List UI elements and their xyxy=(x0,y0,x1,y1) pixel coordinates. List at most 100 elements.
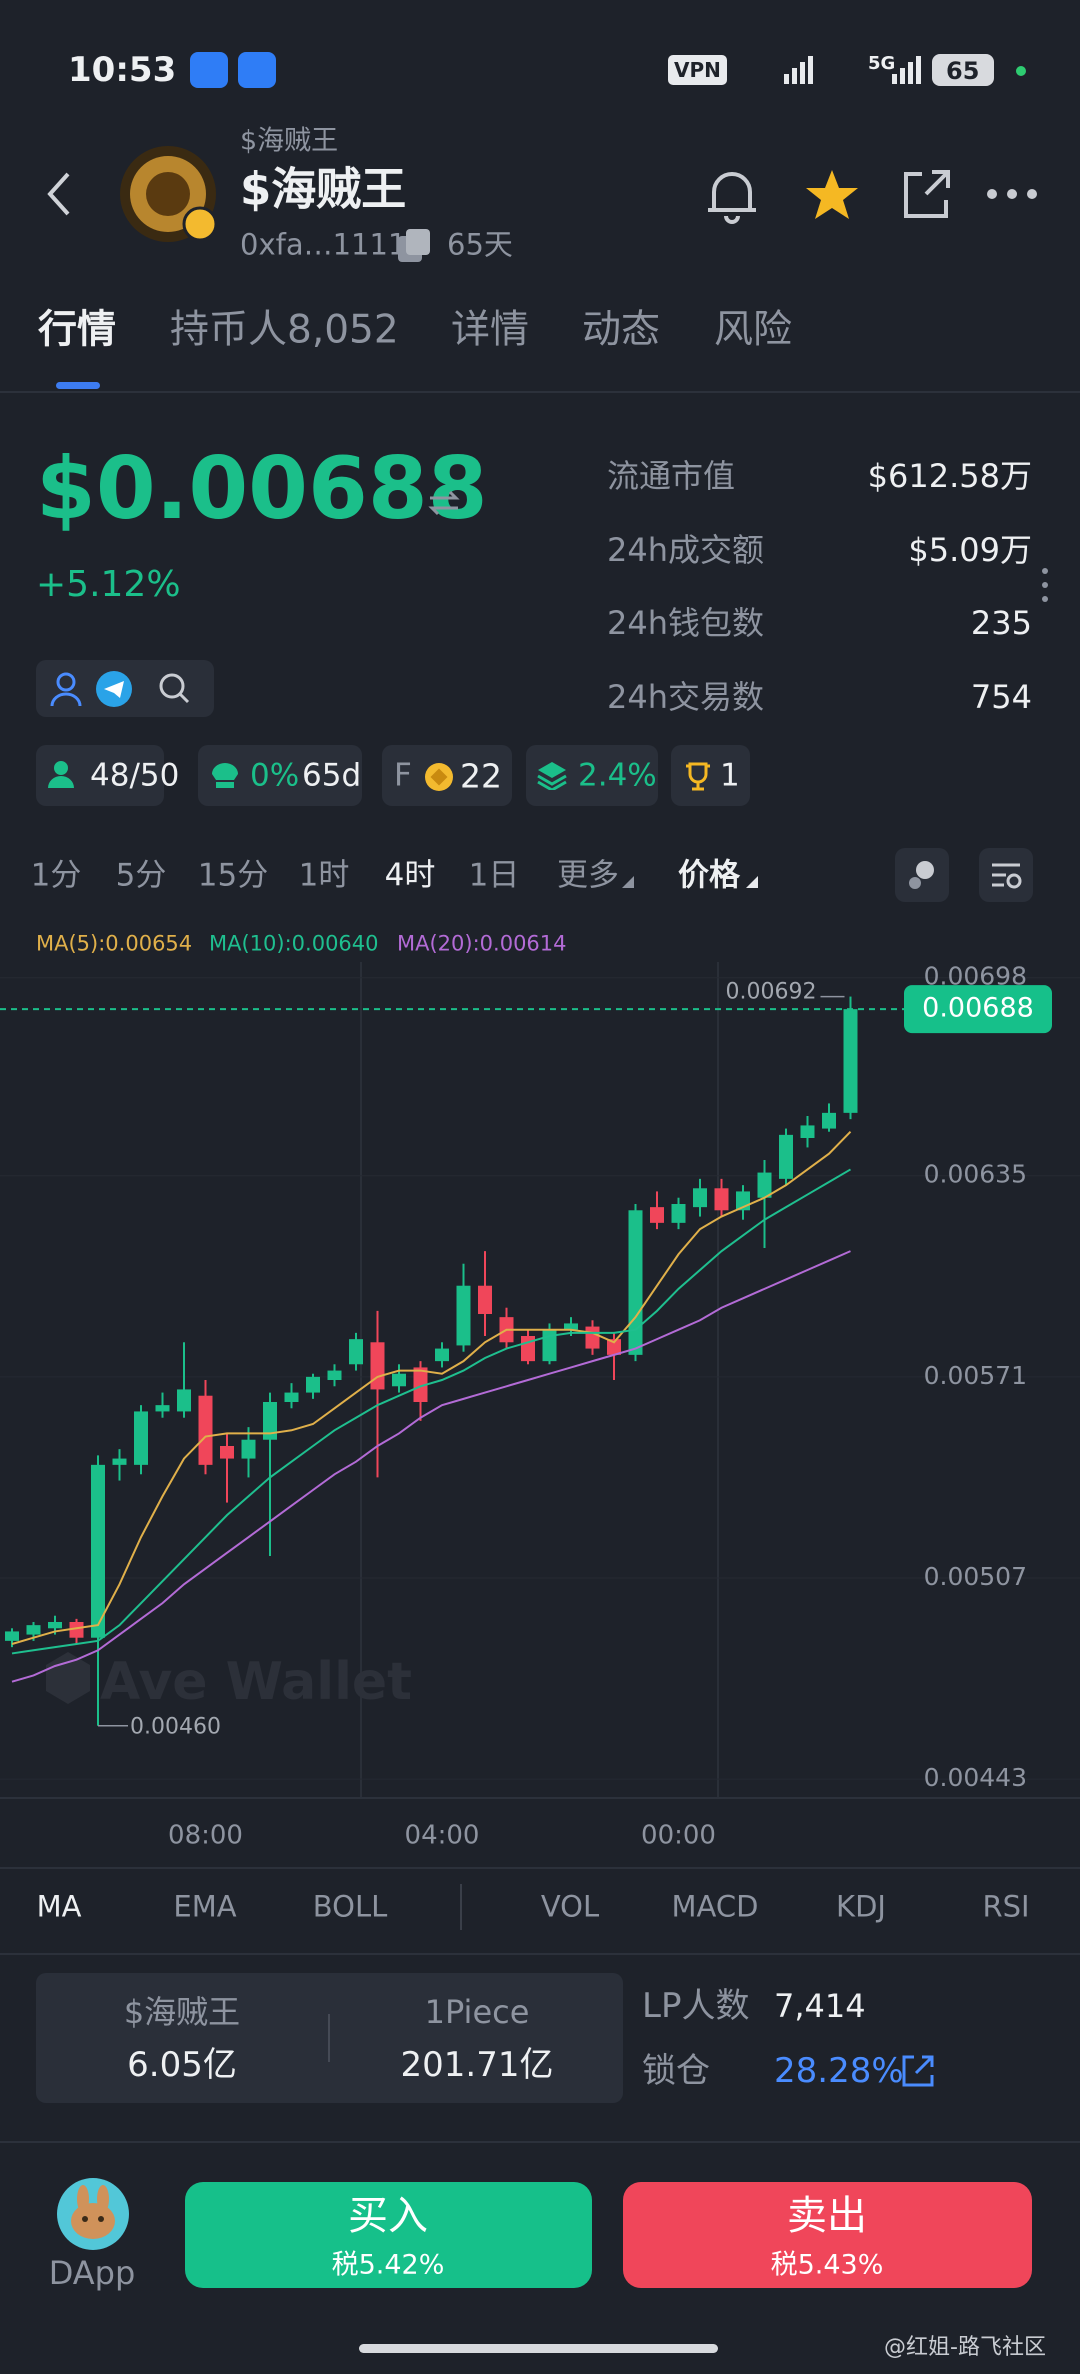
last-price-tag xyxy=(904,985,1052,1034)
vpn-indicator: VPN xyxy=(668,55,727,85)
share-button[interactable] xyxy=(896,166,956,226)
favorite-button[interactable] xyxy=(802,166,862,226)
candle-body xyxy=(456,1285,471,1346)
stat-value: 235 xyxy=(970,604,1032,642)
timeframe[interactable]: 1分 xyxy=(30,857,82,894)
y-tick-label: 0.00635 xyxy=(924,1160,1027,1189)
home-indicator xyxy=(359,2344,718,2353)
candle-body xyxy=(349,1339,363,1365)
supply-name: 1Piece xyxy=(424,1993,530,2031)
sell-label: 卖出 xyxy=(787,2193,867,2239)
dapp-icon[interactable] xyxy=(56,2177,130,2251)
candle-body xyxy=(134,1411,148,1465)
stat-label: 24h交易数 xyxy=(607,678,765,716)
indicator-tab[interactable]: RSI xyxy=(982,1889,1030,1924)
price-toggle[interactable] xyxy=(426,488,462,518)
app-icon xyxy=(190,52,228,88)
badge-icon xyxy=(212,763,238,788)
candle-body xyxy=(628,1210,643,1355)
candle-body xyxy=(91,1464,105,1638)
current-price: $0.00688 xyxy=(36,439,488,539)
indicator-tab[interactable]: KDJ xyxy=(836,1889,886,1924)
supply-name: $海贼王 xyxy=(123,1993,241,2031)
y-tick-label: 0.00507 xyxy=(924,1562,1027,1591)
sell-button[interactable] xyxy=(623,2182,1032,2288)
status-time: 10:53 xyxy=(68,50,177,90)
stat-label: 24h成交额 xyxy=(607,531,765,569)
ma-line xyxy=(11,1131,852,1645)
alert-button[interactable] xyxy=(700,164,764,228)
tab[interactable]: 详情 xyxy=(451,307,530,353)
social-icons[interactable] xyxy=(44,666,204,712)
tab[interactable]: 行情 xyxy=(38,307,117,353)
candle-body xyxy=(779,1134,793,1179)
candle-body xyxy=(26,1625,41,1635)
divider xyxy=(0,1953,1080,1955)
candle-body xyxy=(155,1405,170,1412)
copy-button[interactable] xyxy=(394,226,436,266)
candle-body xyxy=(327,1370,342,1380)
lp-label: LP人数 xyxy=(642,1986,750,2026)
badge-icon xyxy=(537,762,567,790)
indicator-tab[interactable]: EMA xyxy=(173,1889,237,1924)
timeframe[interactable]: 15分 xyxy=(197,857,269,894)
ma-legend: MA(10):0.00640 xyxy=(209,931,379,956)
candle-body xyxy=(521,1336,535,1362)
badge-holders: 48/50 xyxy=(90,757,180,794)
candle-body xyxy=(413,1367,428,1402)
dapp-label: DApp xyxy=(48,2254,136,2292)
chart-settings-icon xyxy=(992,863,1022,889)
candle-body xyxy=(564,1323,578,1330)
indicator-tab[interactable]: BOLL xyxy=(312,1889,388,1924)
candle-body xyxy=(435,1348,449,1362)
candle-body xyxy=(693,1188,707,1208)
badge xyxy=(671,745,750,806)
badge-icon xyxy=(48,761,74,788)
back-button[interactable] xyxy=(40,170,80,220)
candle-body xyxy=(284,1392,299,1402)
side-menu[interactable] xyxy=(1038,565,1052,607)
draw-tool-icon xyxy=(909,861,934,889)
badge-lp: 2.4% xyxy=(578,757,657,794)
tab[interactable]: 风险 xyxy=(714,307,793,353)
buy-button[interactable] xyxy=(185,2182,592,2288)
timeframe[interactable]: 1时 xyxy=(298,857,350,894)
candle-body xyxy=(198,1395,213,1465)
timeframe-more[interactable]: 更多 xyxy=(557,857,619,894)
x-tick-label: 08:00 xyxy=(168,1821,243,1851)
candle-body xyxy=(585,1326,600,1349)
timeframe[interactable]: 4时 xyxy=(384,857,436,894)
y-tick-label: 0.00571 xyxy=(924,1361,1027,1390)
candle-body xyxy=(112,1458,127,1465)
token-symbol: $海贼王 xyxy=(240,125,339,157)
candle-body xyxy=(48,1622,62,1629)
ma-line xyxy=(11,1168,852,1655)
stat-label: 流通市值 xyxy=(607,457,736,495)
x-tick-label: 00:00 xyxy=(641,1821,716,1851)
candle-body xyxy=(650,1207,664,1223)
price-change: +5.12% xyxy=(36,564,181,605)
tab[interactable]: 动态 xyxy=(582,307,661,353)
ma-legend: MA(20):0.00614 xyxy=(397,931,567,956)
candle-body xyxy=(671,1204,686,1223)
candle-body xyxy=(714,1188,729,1211)
indicator-tab[interactable]: MACD xyxy=(671,1889,759,1924)
candle-body xyxy=(306,1376,320,1393)
indicator-tab[interactable]: VOL xyxy=(540,1889,600,1924)
badge-rank: 1 xyxy=(720,757,740,794)
price-mode[interactable]: 价格 xyxy=(678,857,740,894)
stat-value: $612.58万 xyxy=(867,457,1032,495)
lock-link[interactable] xyxy=(900,2053,936,2089)
timeframe[interactable]: 1日 xyxy=(468,857,520,894)
candle-body xyxy=(392,1373,406,1387)
signal-icons xyxy=(784,56,813,84)
indicator-tab[interactable]: MA xyxy=(36,1889,82,1924)
timeframe[interactable]: 5分 xyxy=(115,857,167,894)
tab[interactable]: 持币人8,052 xyxy=(170,307,399,353)
tab-indicator xyxy=(56,382,100,389)
candle-body xyxy=(843,1009,858,1113)
stat-label: 24h钱包数 xyxy=(607,604,765,642)
more-button[interactable] xyxy=(984,184,1040,204)
signal-icons xyxy=(892,56,921,84)
